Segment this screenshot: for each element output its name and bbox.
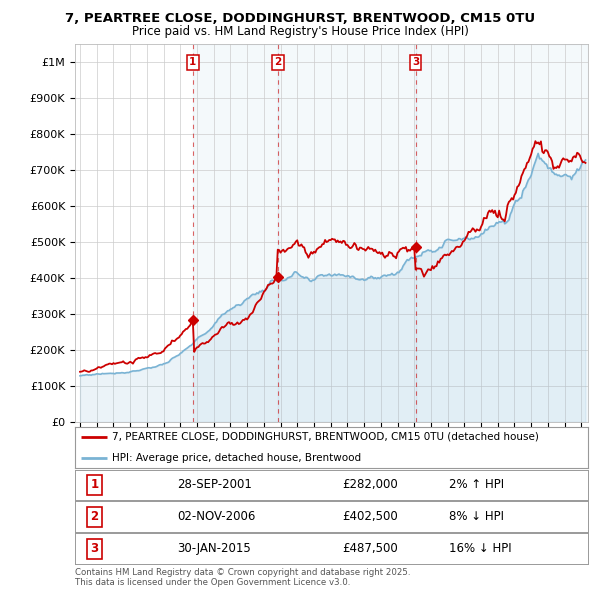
Text: 7, PEARTREE CLOSE, DODDINGHURST, BRENTWOOD, CM15 0TU (detached house): 7, PEARTREE CLOSE, DODDINGHURST, BRENTWO… [112, 432, 539, 442]
Text: 16% ↓ HPI: 16% ↓ HPI [449, 542, 512, 555]
Text: 7, PEARTREE CLOSE, DODDINGHURST, BRENTWOOD, CM15 0TU: 7, PEARTREE CLOSE, DODDINGHURST, BRENTWO… [65, 12, 535, 25]
Text: HPI: Average price, detached house, Brentwood: HPI: Average price, detached house, Bren… [112, 453, 361, 463]
Text: £402,500: £402,500 [342, 510, 398, 523]
Text: 3: 3 [412, 57, 419, 67]
Text: £487,500: £487,500 [342, 542, 398, 555]
Text: 2% ↑ HPI: 2% ↑ HPI [449, 478, 505, 491]
Text: £282,000: £282,000 [342, 478, 398, 491]
Text: 2: 2 [274, 57, 281, 67]
Text: 3: 3 [91, 542, 98, 555]
Text: 2: 2 [91, 510, 98, 523]
Bar [278, 44, 416, 422]
Text: Contains HM Land Registry data © Crown copyright and database right 2025.
This d: Contains HM Land Registry data © Crown c… [75, 568, 410, 587]
Text: 30-JAN-2015: 30-JAN-2015 [178, 542, 251, 555]
Text: Price paid vs. HM Land Registry's House Price Index (HPI): Price paid vs. HM Land Registry's House … [131, 25, 469, 38]
Text: 02-NOV-2006: 02-NOV-2006 [178, 510, 256, 523]
Text: 28-SEP-2001: 28-SEP-2001 [178, 478, 253, 491]
Text: 1: 1 [189, 57, 196, 67]
Bar [193, 44, 278, 422]
Text: 1: 1 [91, 478, 98, 491]
Text: 8% ↓ HPI: 8% ↓ HPI [449, 510, 505, 523]
Bar [416, 44, 588, 422]
